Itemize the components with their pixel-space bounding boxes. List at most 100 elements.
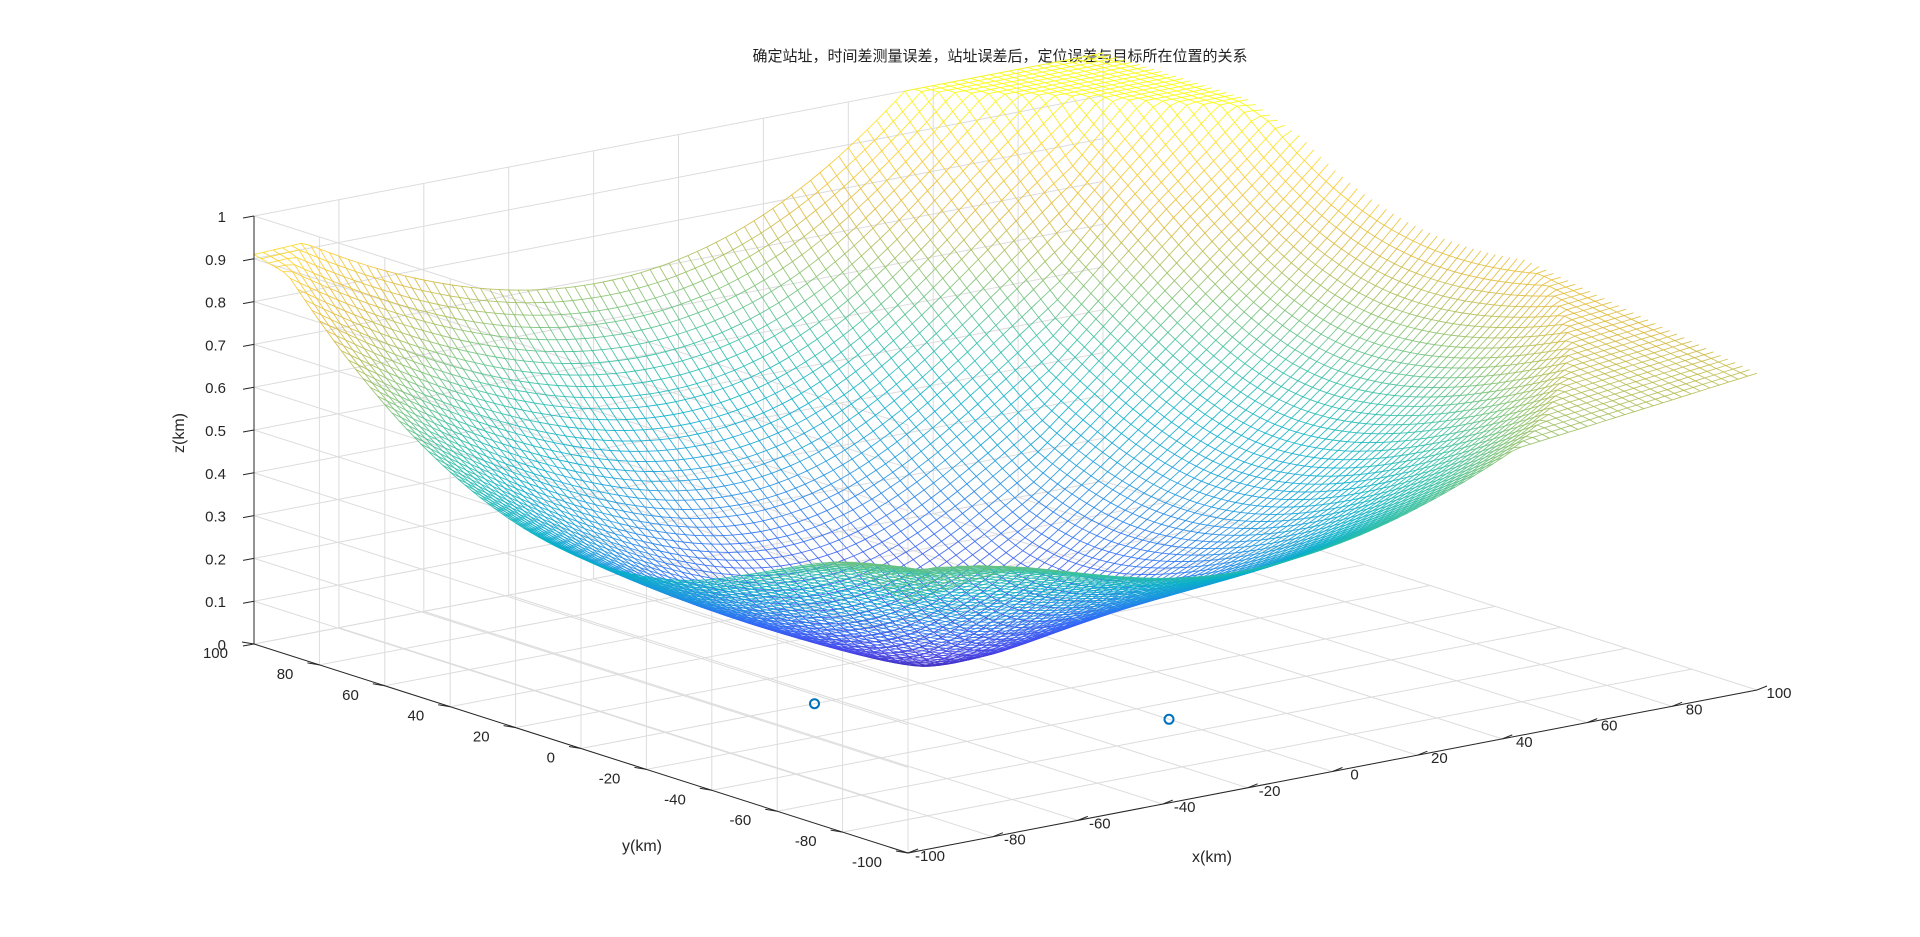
mesh-segment bbox=[1155, 144, 1166, 156]
mesh-segment bbox=[468, 387, 478, 391]
mesh-segment bbox=[1143, 106, 1154, 118]
mesh-segment bbox=[436, 352, 445, 364]
mesh-segment bbox=[1193, 89, 1203, 92]
mesh-segment bbox=[695, 489, 704, 500]
mesh-segment bbox=[1144, 248, 1153, 258]
mesh-segment bbox=[1080, 79, 1088, 83]
mesh-segment bbox=[1022, 221, 1034, 232]
mesh-segment bbox=[1043, 123, 1052, 135]
mesh-segment bbox=[1145, 100, 1154, 108]
mesh-segment bbox=[416, 384, 425, 395]
mesh-segment bbox=[672, 363, 681, 376]
mesh-segment bbox=[732, 380, 742, 386]
mesh-segment bbox=[563, 300, 573, 302]
mesh-segment bbox=[493, 464, 502, 473]
mesh-segment bbox=[865, 422, 874, 432]
mesh-segment bbox=[626, 418, 636, 420]
mesh-segment bbox=[451, 373, 462, 378]
mesh-segment bbox=[386, 400, 395, 410]
mesh-segment bbox=[671, 470, 680, 482]
mesh-segment bbox=[410, 335, 419, 347]
mesh-segment bbox=[459, 414, 470, 419]
mesh-segment bbox=[749, 256, 758, 269]
mesh-segment bbox=[626, 460, 635, 472]
mesh-segment bbox=[870, 446, 879, 456]
mesh-segment bbox=[523, 469, 534, 475]
mesh-segment bbox=[632, 383, 641, 396]
mesh-segment bbox=[492, 323, 503, 326]
mesh-segment bbox=[1207, 95, 1216, 99]
mesh-segment bbox=[1001, 259, 1013, 270]
mesh-segment bbox=[506, 430, 517, 434]
mesh-segment bbox=[1081, 293, 1092, 305]
mesh-segment bbox=[842, 335, 851, 346]
mesh-segment bbox=[803, 541, 812, 551]
mesh-segment bbox=[1226, 112, 1235, 123]
mesh-segment bbox=[998, 361, 1009, 371]
mesh-segment bbox=[812, 371, 821, 383]
mesh-segment bbox=[828, 307, 839, 316]
mesh-segment bbox=[1039, 74, 1050, 77]
mesh-segment bbox=[875, 266, 886, 277]
mesh-segment bbox=[887, 313, 896, 324]
mesh-segment bbox=[540, 372, 551, 375]
mesh-segment bbox=[877, 399, 886, 409]
mesh-segment bbox=[1160, 115, 1169, 126]
mesh-segment bbox=[681, 468, 692, 471]
mesh-segment bbox=[980, 297, 992, 308]
mesh-segment bbox=[1189, 152, 1198, 162]
mesh-segment bbox=[730, 266, 739, 280]
mesh-segment bbox=[357, 262, 366, 275]
mesh-segment bbox=[486, 354, 496, 358]
mesh-segment bbox=[480, 333, 489, 346]
mesh-segment bbox=[383, 382, 392, 393]
mesh-segment bbox=[999, 70, 1009, 74]
mesh-segment bbox=[1076, 329, 1087, 341]
mesh-segment bbox=[927, 258, 936, 269]
mesh-segment bbox=[1202, 87, 1213, 91]
mesh-segment bbox=[311, 310, 322, 316]
mesh-segment bbox=[419, 404, 430, 410]
mesh-segment bbox=[1060, 66, 1071, 69]
mesh-segment bbox=[979, 160, 990, 172]
mesh-segment bbox=[353, 314, 362, 326]
mesh-segment bbox=[1086, 115, 1095, 125]
mesh-segment bbox=[886, 509, 896, 516]
mesh-segment bbox=[294, 264, 303, 277]
mesh-segment bbox=[862, 159, 873, 170]
mesh-segment bbox=[469, 341, 480, 345]
mesh-segment bbox=[1236, 104, 1247, 107]
mesh-segment bbox=[847, 147, 856, 159]
mesh-segment bbox=[1100, 54, 1111, 58]
mesh-segment bbox=[765, 397, 774, 409]
mesh-segment bbox=[386, 377, 396, 383]
mesh-segment bbox=[815, 412, 824, 423]
mesh-segment bbox=[1129, 97, 1139, 101]
mesh-segment bbox=[350, 354, 361, 361]
mesh-segment bbox=[464, 319, 474, 323]
mesh-segment bbox=[718, 464, 727, 475]
mesh-segment bbox=[1187, 82, 1198, 86]
mesh-segment bbox=[474, 362, 483, 374]
mesh-segment bbox=[409, 374, 419, 379]
mesh-segment bbox=[1084, 200, 1093, 210]
mesh-segment bbox=[1176, 90, 1184, 94]
mesh-segment bbox=[539, 454, 550, 459]
mesh-segment bbox=[507, 480, 516, 489]
mesh-segment bbox=[990, 87, 1001, 90]
mesh-segment bbox=[852, 319, 863, 329]
mesh-segment bbox=[294, 264, 305, 270]
mesh-segment bbox=[1272, 147, 1281, 156]
mesh-segment bbox=[859, 265, 869, 275]
mesh-segment bbox=[566, 468, 576, 472]
mesh-segment bbox=[510, 475, 520, 481]
mesh-segment bbox=[1099, 75, 1107, 79]
mesh-segment bbox=[487, 424, 498, 429]
mesh-segment bbox=[420, 443, 431, 450]
mesh-segment bbox=[291, 245, 300, 251]
mesh-segment bbox=[609, 408, 618, 421]
mesh-segment bbox=[502, 443, 512, 448]
mesh-segment bbox=[790, 272, 800, 280]
mesh-segment bbox=[1154, 237, 1163, 247]
mesh-segment bbox=[482, 407, 491, 419]
